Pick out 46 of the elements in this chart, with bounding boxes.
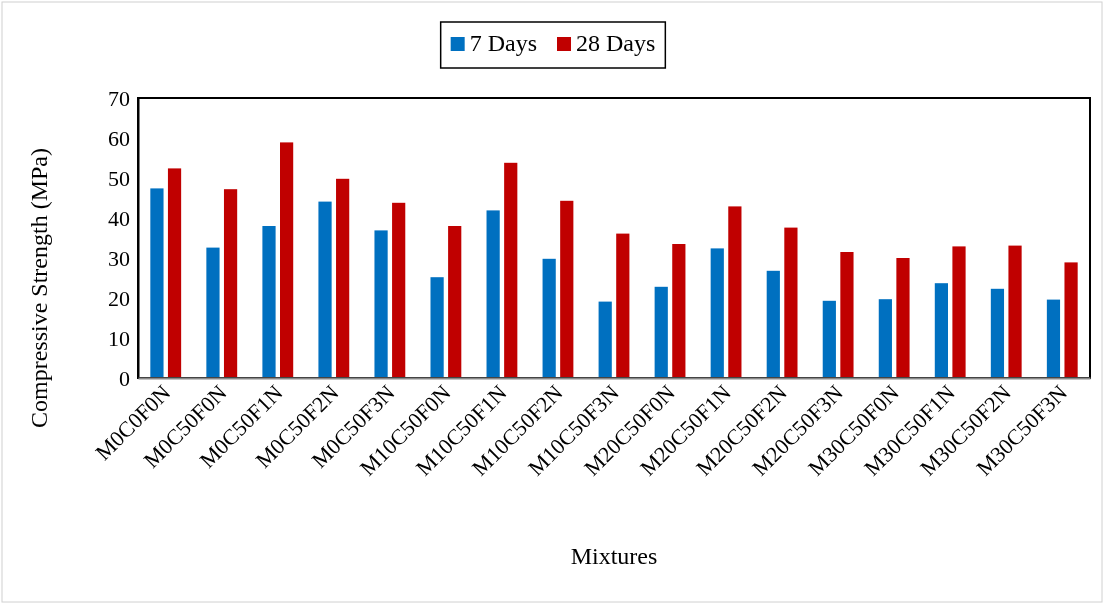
- bar: [766, 270, 780, 378]
- bar: [504, 162, 518, 378]
- bar: [934, 283, 948, 378]
- bar: [560, 200, 574, 378]
- y-axis-title: Compressive Strength (MPa): [26, 148, 52, 428]
- bar: [262, 226, 276, 378]
- bar: [896, 258, 910, 378]
- bar: [280, 142, 294, 378]
- bar: [336, 178, 350, 378]
- bar: [206, 247, 220, 378]
- bar: [1046, 299, 1061, 378]
- bar: [710, 248, 724, 378]
- bar: [374, 230, 388, 378]
- legend-label: 7 Days: [469, 30, 537, 56]
- bar: [1008, 245, 1022, 378]
- y-tick-label: 40: [108, 205, 130, 231]
- bar: [318, 201, 332, 378]
- bar: [598, 301, 612, 378]
- bar: [167, 168, 182, 378]
- y-tick-label: 50: [108, 165, 130, 191]
- bar: [430, 277, 444, 378]
- legend-label: 28 Days: [576, 30, 656, 56]
- bar: [616, 233, 630, 378]
- y-tick-label: 20: [108, 285, 130, 311]
- bar: [990, 288, 1005, 378]
- bar: [822, 300, 836, 378]
- bar: [1064, 262, 1078, 378]
- x-axis-title: Mixtures: [570, 543, 658, 569]
- bar: [952, 246, 966, 378]
- bar: [840, 252, 854, 378]
- y-tick-label: 0: [119, 365, 130, 391]
- bar: [728, 206, 742, 378]
- y-tick-label: 60: [108, 125, 130, 151]
- bar: [654, 286, 668, 378]
- bar: [542, 258, 556, 378]
- y-tick-label: 70: [108, 85, 130, 111]
- bar: [486, 210, 500, 378]
- bar: [223, 189, 238, 378]
- bar: [672, 244, 686, 378]
- bar: [784, 227, 798, 378]
- bar: [150, 188, 164, 378]
- y-tick-label: 30: [108, 245, 130, 271]
- bar: [392, 202, 406, 378]
- bar: [878, 299, 892, 378]
- bar: [448, 226, 462, 378]
- y-tick-label: 10: [108, 325, 130, 351]
